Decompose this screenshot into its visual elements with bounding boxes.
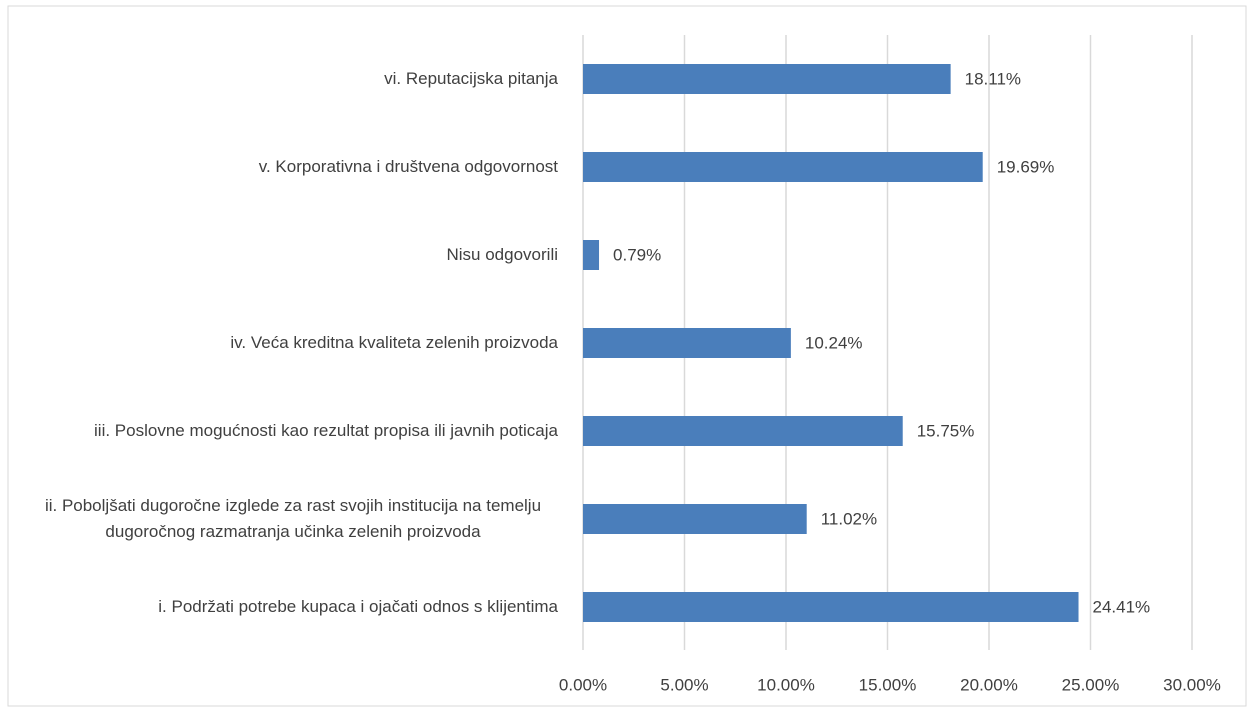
y-tick-label: Nisu odgovorili bbox=[446, 245, 559, 264]
data-label: 18.11% bbox=[965, 69, 1021, 88]
data-label: 15.75% bbox=[917, 421, 975, 440]
y-tick-label: ii. Poboljšati dugoročne izglede za rast… bbox=[44, 496, 542, 541]
x-tick-label: 10.00% bbox=[757, 675, 815, 694]
y-tick-label-box: v. Korporativna i društvena odgovornost bbox=[259, 154, 558, 180]
x-tick-label: 25.00% bbox=[1062, 675, 1120, 694]
data-label: 10.24% bbox=[805, 333, 863, 352]
bar bbox=[583, 416, 903, 446]
y-tick-label-box: iv. Veća kreditna kvaliteta zelenih proi… bbox=[230, 330, 558, 356]
bar bbox=[583, 328, 791, 358]
x-tick-label: 5.00% bbox=[660, 675, 708, 694]
data-label: 19.69% bbox=[997, 157, 1055, 176]
x-tick-label: 20.00% bbox=[960, 675, 1018, 694]
x-tick-label: 30.00% bbox=[1163, 675, 1221, 694]
y-tick-label: v. Korporativna i društvena odgovornost bbox=[258, 157, 558, 176]
x-tick-label: 15.00% bbox=[859, 675, 917, 694]
data-label: 11.02% bbox=[821, 509, 877, 528]
bar bbox=[583, 64, 951, 94]
y-tick-label-box: iii. Poslovne mogućnosti kao rezultat pr… bbox=[94, 418, 558, 444]
y-tick-label-box: vi. Reputacijska pitanja bbox=[384, 66, 558, 92]
y-tick-label-box: i. Podržati potrebe kupaca i ojačati odn… bbox=[158, 594, 558, 620]
bar bbox=[583, 504, 807, 534]
x-tick-label: 0.00% bbox=[559, 675, 607, 694]
bar bbox=[583, 240, 600, 270]
data-label: 24.41% bbox=[1093, 597, 1151, 616]
y-tick-label: vi. Reputacijska pitanja bbox=[384, 69, 558, 88]
y-tick-label-box: ii. Poboljšati dugoročne izglede za rast… bbox=[28, 493, 558, 545]
bar bbox=[583, 152, 983, 182]
y-tick-label: iii. Poslovne mogućnosti kao rezultat pr… bbox=[94, 421, 558, 440]
bar bbox=[583, 592, 1079, 622]
chart-border bbox=[7, 5, 1247, 707]
y-tick-label: iv. Veća kreditna kvaliteta zelenih proi… bbox=[230, 333, 558, 352]
data-label: 0.79% bbox=[613, 245, 661, 264]
y-tick-label-box: Nisu odgovorili bbox=[447, 242, 559, 268]
y-tick-label: i. Podržati potrebe kupaca i ojačati odn… bbox=[158, 597, 558, 616]
